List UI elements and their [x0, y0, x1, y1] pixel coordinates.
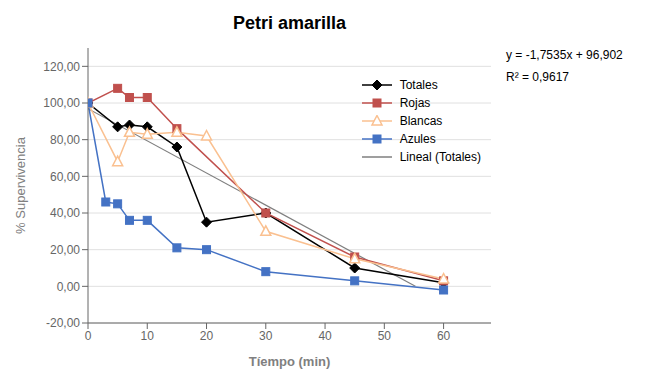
html-text:Azules: Azules — [399, 131, 436, 146]
svg-text:60: 60 — [437, 329, 451, 343]
svg-text:40,00: 40,00 — [50, 206, 80, 220]
svg-text:60,00: 60,00 — [50, 170, 80, 184]
svg-text:-20,00: -20,00 — [46, 316, 80, 330]
svg-text:0: 0 — [85, 329, 92, 343]
html-text:Totales: Totales — [399, 77, 438, 92]
html-text:Petri amarilla: Petri amarilla — [233, 13, 346, 33]
svg-text:% Supervivencia: % Supervivencia — [13, 136, 28, 234]
html-text:Lineal (Totales): Lineal (Totales) — [399, 149, 481, 164]
svg-text:100,00: 100,00 — [43, 96, 80, 110]
svg-text:10: 10 — [141, 329, 155, 343]
svg-text:20,00: 20,00 — [50, 243, 80, 257]
svg-text:80,00: 80,00 — [50, 133, 80, 147]
svg-text:0,00: 0,00 — [57, 280, 81, 294]
svg-text:Tíempo (min): Tíempo (min) — [249, 354, 331, 369]
svg-text:40: 40 — [318, 329, 332, 343]
html-text:R² = 0,9617: R² = 0,9617 — [506, 70, 569, 84]
html-text:y = -1,7535x + 96,902: y = -1,7535x + 96,902 — [506, 48, 623, 62]
svg-text:120,00: 120,00 — [43, 60, 80, 74]
svg-text:50: 50 — [378, 329, 392, 343]
html-text:Blancas: Blancas — [399, 113, 443, 128]
svg-text:30: 30 — [259, 329, 273, 343]
svg-text:20: 20 — [200, 329, 214, 343]
html-text:Rojas: Rojas — [399, 95, 431, 110]
